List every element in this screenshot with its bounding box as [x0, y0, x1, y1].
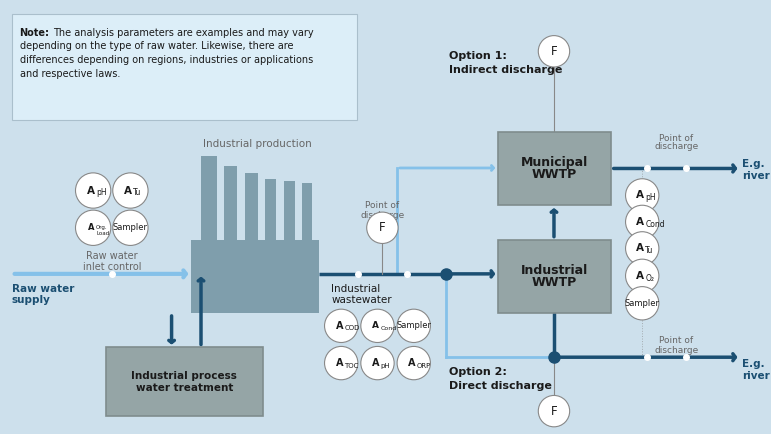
Text: and respective laws.: and respective laws. [19, 69, 120, 79]
Text: The analysis parameters are examples and may vary: The analysis parameters are examples and… [53, 28, 314, 38]
Bar [106, 347, 263, 416]
Circle shape [625, 259, 659, 293]
Circle shape [625, 205, 659, 239]
Text: water treatment: water treatment [136, 383, 233, 393]
Text: A: A [372, 321, 379, 330]
Circle shape [538, 36, 570, 67]
Circle shape [76, 173, 111, 208]
Bar [224, 166, 237, 243]
Text: Point of: Point of [659, 336, 694, 345]
Text: A: A [636, 191, 645, 201]
Text: depending on the type of raw water. Likewise, there are: depending on the type of raw water. Like… [19, 42, 293, 52]
Text: WWTP: WWTP [532, 168, 577, 181]
Text: A: A [408, 358, 416, 368]
Text: inlet control: inlet control [82, 262, 141, 272]
Text: Direct discharge: Direct discharge [449, 381, 552, 391]
Text: F: F [550, 404, 557, 418]
Text: river: river [742, 171, 770, 181]
Text: discharge: discharge [655, 346, 699, 355]
Text: Tu: Tu [133, 188, 142, 197]
Text: Note:: Note: [19, 28, 49, 38]
Text: Raw water: Raw water [86, 251, 137, 261]
Text: WWTP: WWTP [532, 276, 577, 289]
Bar [201, 156, 217, 243]
Text: A: A [372, 358, 379, 368]
Text: Sampler: Sampler [113, 223, 148, 232]
Circle shape [625, 286, 659, 320]
Circle shape [113, 173, 148, 208]
Text: Option 1:: Option 1: [449, 51, 507, 61]
Text: A: A [87, 185, 95, 196]
Text: Raw water: Raw water [12, 284, 74, 294]
Text: Point of: Point of [365, 201, 399, 210]
Text: Cond: Cond [645, 220, 665, 229]
Text: TOC: TOC [344, 362, 359, 368]
Text: A: A [636, 217, 645, 227]
Text: supply: supply [12, 296, 51, 306]
Text: A: A [636, 271, 645, 281]
Circle shape [361, 309, 394, 342]
Text: river: river [742, 371, 770, 381]
Bar [498, 132, 611, 205]
Text: A: A [88, 223, 94, 232]
Bar [498, 240, 611, 313]
Circle shape [538, 395, 570, 427]
Text: Option 2:: Option 2: [449, 367, 507, 377]
Bar [12, 14, 357, 120]
Bar [191, 240, 318, 313]
Text: E.g.: E.g. [742, 159, 765, 169]
Circle shape [367, 212, 398, 243]
Text: Org.
Load: Org. Load [96, 225, 109, 236]
Text: Point of: Point of [659, 135, 694, 144]
Text: Tu: Tu [645, 247, 654, 255]
Text: differences depending on regions, industries or applications: differences depending on regions, indust… [19, 55, 313, 65]
Bar [264, 179, 277, 243]
Text: pH: pH [96, 188, 106, 197]
Circle shape [325, 309, 358, 342]
Text: Industrial: Industrial [332, 284, 381, 294]
Text: Industrial production: Industrial production [203, 139, 311, 149]
Text: A: A [335, 321, 343, 331]
Circle shape [625, 179, 659, 212]
Circle shape [625, 232, 659, 265]
Circle shape [361, 346, 394, 380]
Circle shape [397, 346, 430, 380]
Text: Sampler: Sampler [625, 299, 660, 308]
Text: E.g.: E.g. [742, 359, 765, 369]
Text: A: A [335, 358, 343, 368]
Text: discharge: discharge [360, 211, 405, 220]
Bar [245, 173, 258, 243]
Text: Indirect discharge: Indirect discharge [449, 65, 562, 75]
Text: Industrial: Industrial [521, 264, 588, 277]
Text: Cond: Cond [380, 326, 397, 331]
Circle shape [325, 346, 358, 380]
Circle shape [113, 210, 148, 246]
Circle shape [76, 210, 111, 246]
Text: pH: pH [380, 362, 390, 368]
Text: Sampler: Sampler [396, 321, 431, 330]
Text: F: F [379, 221, 386, 234]
Text: ORP: ORP [416, 362, 431, 368]
Text: Industrial process: Industrial process [131, 371, 237, 381]
Bar [284, 181, 295, 243]
Text: Municipal: Municipal [521, 156, 588, 169]
Text: A: A [124, 185, 133, 196]
Text: A: A [636, 243, 645, 253]
Bar [302, 183, 311, 243]
Text: wastewater: wastewater [332, 296, 392, 306]
Text: discharge: discharge [655, 142, 699, 151]
Text: F: F [550, 45, 557, 58]
Text: O₂: O₂ [645, 274, 654, 283]
Circle shape [397, 309, 430, 342]
Text: COD: COD [344, 326, 359, 331]
Text: pH: pH [645, 194, 656, 202]
